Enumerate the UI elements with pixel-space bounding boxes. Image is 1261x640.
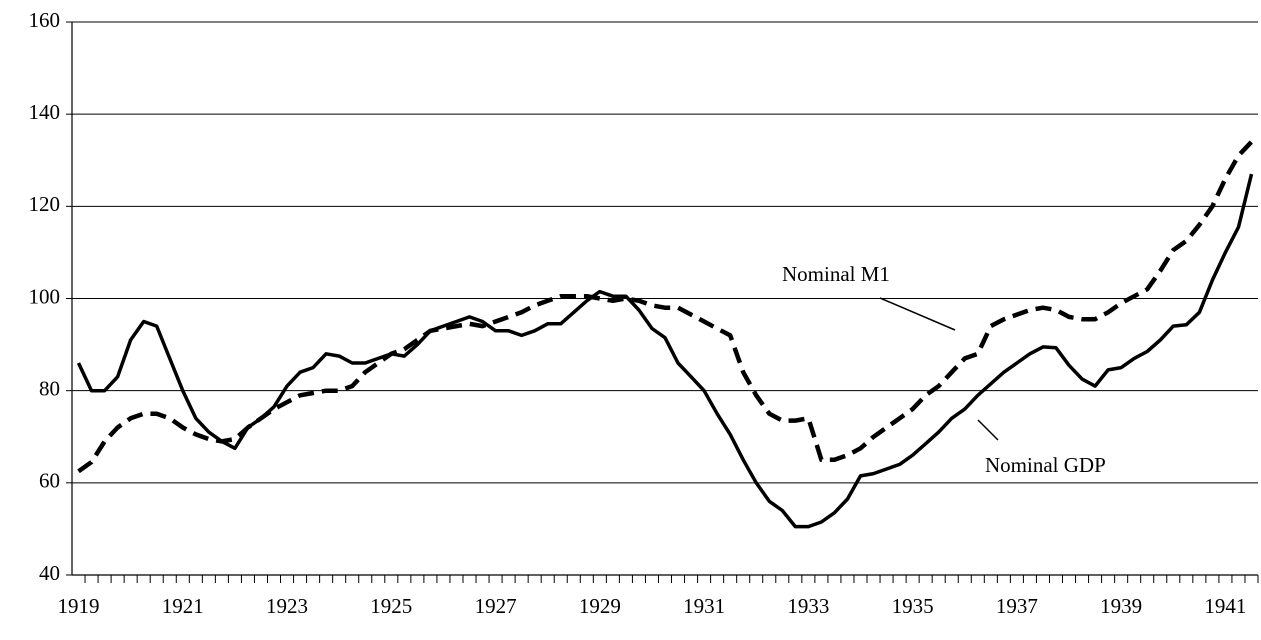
y-tick-label: 160 — [29, 8, 61, 32]
x-tick-label: 1937 — [996, 594, 1038, 618]
x-tick-label: 1919 — [58, 594, 100, 618]
x-tick-label: 1929 — [579, 594, 621, 618]
x-tick-label: 1925 — [370, 594, 412, 618]
x-tick-label: 1933 — [787, 594, 829, 618]
x-tick-label: 1927 — [475, 594, 517, 618]
annotation: Nominal M1 — [782, 262, 890, 286]
series-line — [76, 173, 1254, 529]
x-tick-label: 1921 — [162, 594, 204, 618]
x-tick-label: 1939 — [1100, 594, 1142, 618]
x-tick-label: 1935 — [892, 594, 934, 618]
y-tick-label: 140 — [29, 100, 61, 124]
annotation-leader — [879, 297, 956, 331]
x-tick-label: 1931 — [683, 594, 725, 618]
x-tick-label: 1923 — [266, 594, 308, 618]
y-tick-label: 80 — [39, 376, 60, 400]
series-line — [77, 140, 1254, 474]
y-tick-label: 120 — [29, 192, 61, 216]
annotation: Nominal GDP — [985, 453, 1106, 477]
y-tick-label: 40 — [39, 561, 60, 585]
y-tick-label: 100 — [29, 284, 61, 308]
annotation-leader — [977, 419, 999, 441]
y-tick-label: 60 — [39, 469, 60, 493]
x-tick-label: 1941 — [1204, 594, 1246, 618]
